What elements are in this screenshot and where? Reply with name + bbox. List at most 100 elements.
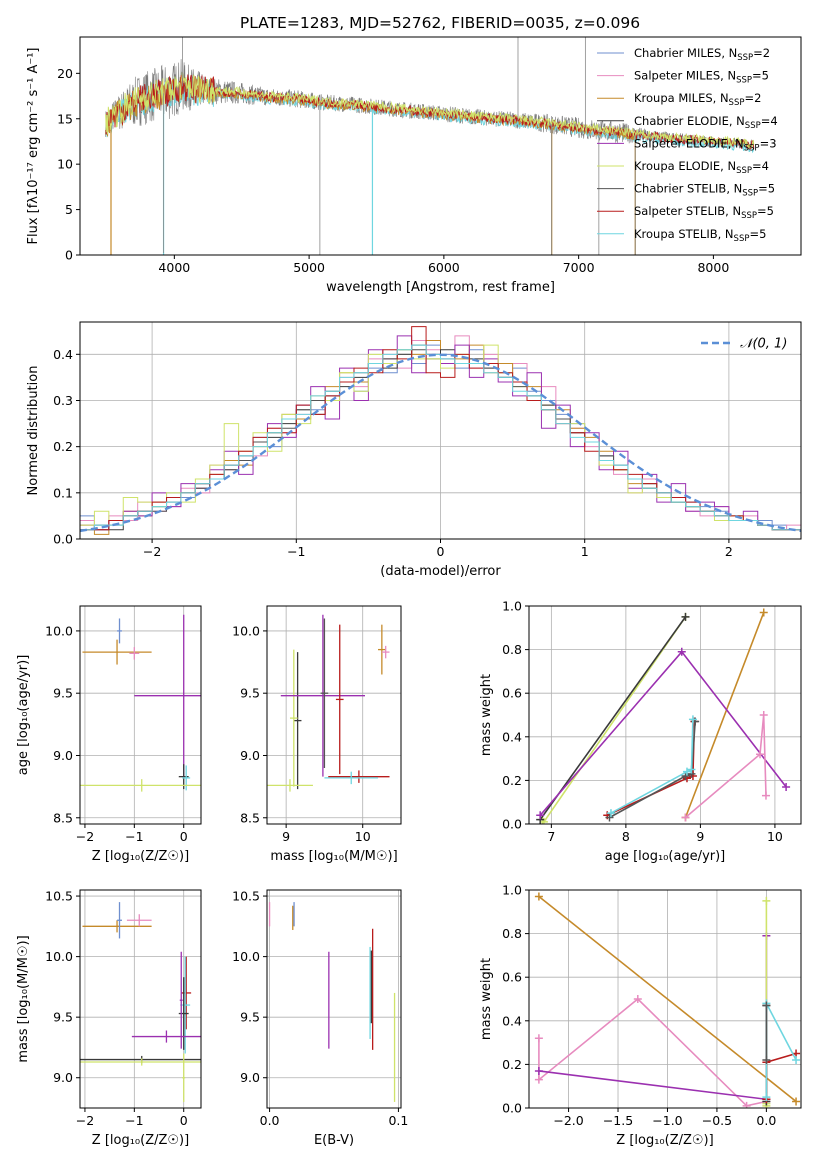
y-tick-label: 9.5 — [53, 1010, 73, 1025]
y-tick-label: 9.5 — [53, 686, 73, 701]
x-tick-label: 4000 — [158, 260, 190, 275]
plus-marker — [759, 711, 768, 719]
plus-marker — [534, 892, 543, 901]
data-point — [129, 647, 140, 660]
series-line — [609, 721, 696, 819]
chart-mass-vs-ebv: 0.0 0.1 9.0 9.5 10.0 10.5 E(B-V) — [232, 889, 408, 1148]
plus-marker — [756, 750, 765, 759]
series-line — [538, 997, 767, 1107]
legend-entry: Salpeter STELIB, NSSP=5 — [634, 204, 774, 221]
plus-marker — [782, 782, 791, 791]
x-tick-label: 7 — [547, 829, 555, 844]
x-tick-label: 1 — [581, 544, 589, 559]
data-point — [126, 914, 152, 927]
y-tick-label: 0.4 — [502, 729, 522, 744]
axes-frame — [79, 605, 202, 825]
x-tick-label: 0 — [180, 829, 188, 844]
series-line — [765, 1052, 797, 1100]
y-tick-label: 0.2 — [502, 773, 522, 788]
y-tick-label: 0.0 — [53, 532, 73, 547]
x-tick-label: 0.0 — [260, 1113, 280, 1128]
data-point — [80, 779, 201, 792]
data-point — [117, 902, 122, 939]
line-series — [681, 711, 770, 822]
x-tick-label: 8000 — [697, 260, 729, 275]
axes-frame — [79, 889, 202, 1109]
x-tick-label: 0.1 — [388, 1113, 408, 1128]
chart-mass-vs-z: −2 −1 0 9.0 9.5 10.0 10.5 Z [log₁₀(Z/Z☉)] mass [… — [16, 889, 202, 1148]
y-tick-label: 0.6 — [502, 686, 522, 701]
y-tick-label: 10.5 — [45, 889, 73, 904]
y-tick-label: 0.2 — [502, 1057, 522, 1072]
data-point — [293, 652, 302, 790]
line-series — [536, 647, 791, 820]
y-tick-label: 10.0 — [232, 623, 260, 638]
y-tick-label: 9.0 — [53, 1070, 73, 1085]
data-point — [280, 614, 366, 777]
line-series — [606, 715, 697, 818]
y-tick-label: 0.3 — [53, 393, 73, 408]
gaussian-curve — [80, 353, 801, 533]
x-axis-label: Z [log₁₀(Z/Z☉)] — [92, 849, 189, 864]
legend-entry: Salpeter MILES, NSSP=5 — [634, 69, 769, 86]
x-tick-label: −1 — [287, 544, 305, 559]
data-point — [267, 779, 313, 792]
chart-residual-histogram: −2 −1 0 1 2 0.0 0.1 0.2 0.3 0.4 (data-model)/error… — [26, 321, 802, 579]
plus-marker — [742, 1101, 751, 1108]
axes-frame — [79, 36, 802, 256]
x-tick-label: −2 — [143, 544, 161, 559]
plus-marker — [687, 765, 696, 774]
plus-marker — [759, 608, 768, 617]
x-axis-label: Z [log₁₀(Z/Z☉)] — [92, 1133, 189, 1148]
y-tick-label: 0.8 — [502, 926, 522, 941]
data-point — [134, 614, 201, 777]
y-axis-label: Normed distribution — [26, 366, 41, 496]
series-line — [684, 714, 767, 819]
x-axis-label: mass [log₁₀(M/M☉)] — [270, 849, 397, 864]
figure-title: PLATE=1283, MJD=52762, FIBERID=0035, z=0… — [240, 14, 640, 32]
x-tick-label: −0.5 — [702, 1113, 732, 1128]
series-line — [538, 935, 768, 1101]
data-point — [181, 956, 192, 1030]
plus-marker — [761, 791, 770, 800]
x-tick-label: 0 — [437, 544, 445, 559]
x-tick-label: 0.0 — [756, 1113, 776, 1128]
plot-area — [536, 608, 791, 824]
chart-spectrum: 4000 5000 6000 7000 8000 0 5 10 15 20 wavelength [… — [26, 36, 802, 295]
y-tick-label: 9.0 — [53, 748, 73, 763]
plus-marker — [792, 1097, 801, 1106]
plus-marker — [633, 995, 642, 1003]
plus-marker — [681, 612, 690, 621]
data-point — [182, 1053, 186, 1102]
x-tick-label: −1.0 — [652, 1113, 682, 1128]
x-tick-label: 0 — [180, 1113, 188, 1128]
y-tick-label: 10.0 — [232, 949, 260, 964]
x-tick-label: 10 — [767, 829, 783, 844]
y-tick-label: 9.5 — [240, 686, 260, 701]
y-tick-label: 0.2 — [53, 439, 73, 454]
x-tick-label: 8 — [622, 829, 630, 844]
x-tick-label: −1 — [125, 1113, 143, 1128]
y-tick-label: 10 — [57, 157, 73, 172]
line-series — [762, 1001, 771, 1065]
x-tick-label: −2.0 — [553, 1113, 583, 1128]
axes-frame — [266, 889, 402, 1109]
data-point — [182, 765, 191, 791]
y-tick-label: 0.4 — [502, 1013, 522, 1028]
plus-marker — [762, 1093, 771, 1102]
series-line — [539, 616, 687, 821]
data-point — [131, 1030, 201, 1043]
line-series — [534, 931, 771, 1104]
y-tick-label: 20 — [57, 66, 73, 81]
series-line — [765, 1003, 797, 1098]
legend-entry: Salpeter ELODIE, NSSP=3 — [634, 136, 777, 153]
model-fit-line — [105, 71, 755, 150]
legend-entry: Chabrier MILES, NSSP=2 — [634, 46, 770, 63]
series-line — [610, 719, 694, 814]
y-axis-label: age [log₁₀(age/yr)] — [16, 655, 31, 776]
series-line — [539, 650, 787, 816]
x-tick-label: 6000 — [428, 260, 460, 275]
series-line — [538, 895, 797, 1103]
data-point — [320, 618, 329, 768]
